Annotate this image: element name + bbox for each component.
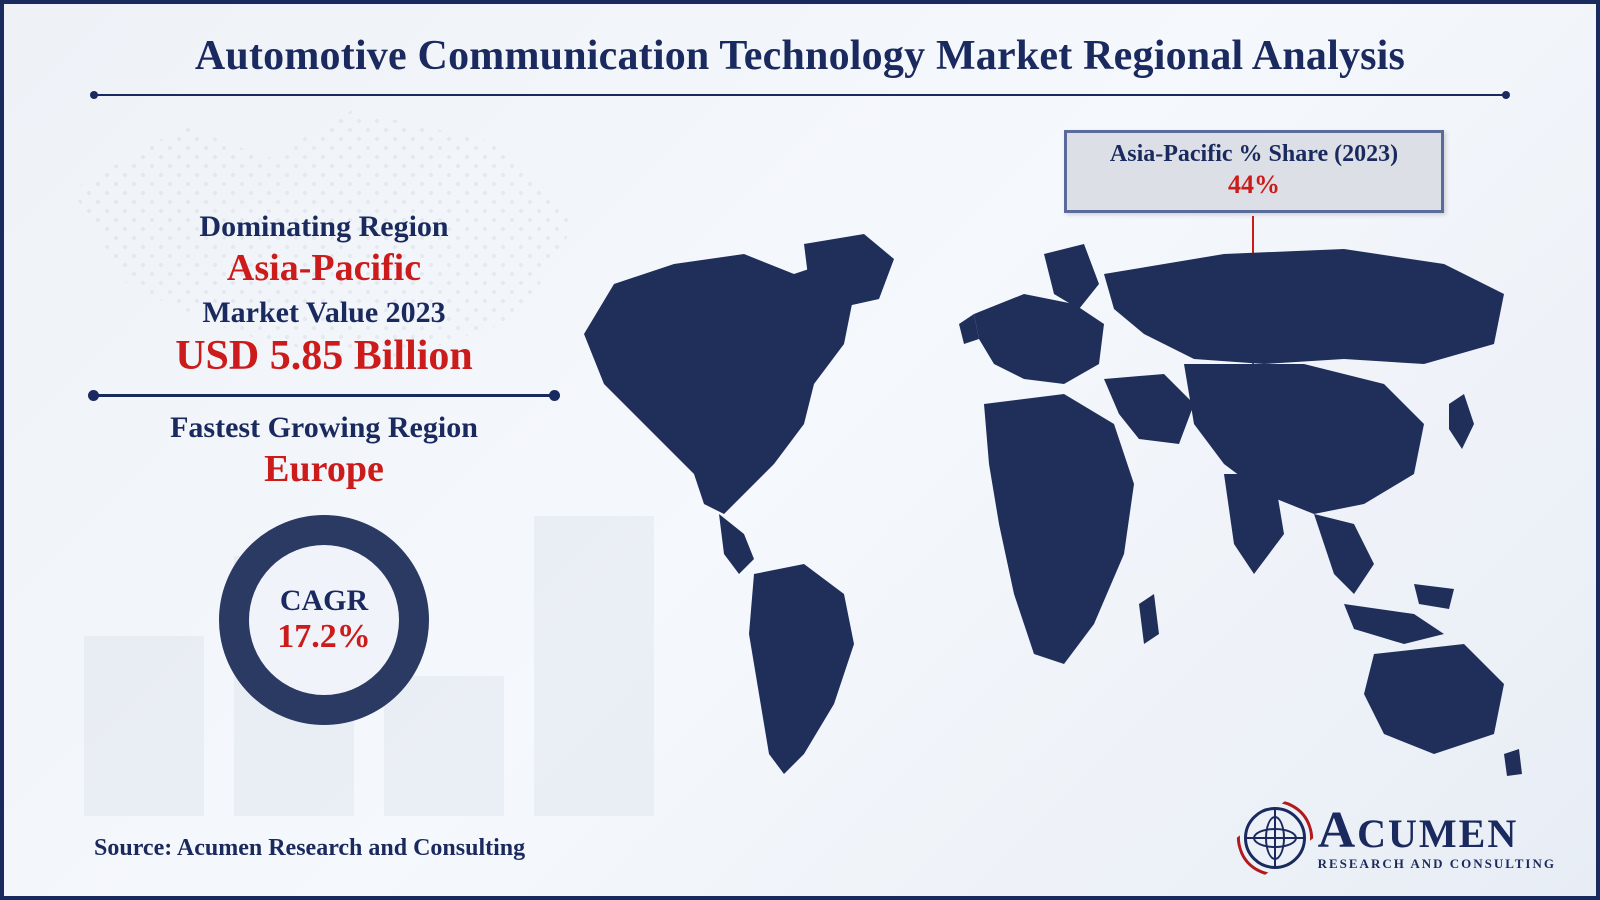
market-value-label: Market Value 2023	[64, 296, 584, 330]
title-divider	[94, 94, 1506, 96]
fastest-region-value: Europe	[64, 447, 584, 491]
fastest-region-label: Fastest Growing Region	[64, 411, 584, 445]
dominating-region-label: Dominating Region	[64, 210, 584, 244]
market-value: USD 5.85 Billion	[64, 332, 584, 380]
infographic-frame: Automotive Communication Technology Mark…	[0, 0, 1600, 900]
stats-divider	[94, 394, 554, 397]
logo-tagline: RESEARCH AND CONSULTING	[1318, 857, 1556, 870]
callout-title: Asia-Pacific % Share (2023)	[1079, 141, 1429, 168]
logo-text: ACUMEN RESEARCH AND CONSULTING	[1318, 805, 1556, 870]
brand-logo: ACUMEN RESEARCH AND CONSULTING	[1244, 805, 1556, 870]
share-callout: Asia-Pacific % Share (2023) 44%	[1064, 130, 1444, 213]
stats-panel: Dominating Region Asia-Pacific Market Va…	[64, 204, 584, 725]
page-title: Automotive Communication Technology Mark…	[4, 4, 1596, 80]
world-map	[544, 214, 1554, 794]
logo-initial: A	[1318, 802, 1358, 859]
cagr-ring-chart: CAGR 17.2%	[219, 515, 429, 725]
cagr-value: 17.2%	[277, 618, 371, 656]
cagr-label: CAGR	[280, 584, 368, 618]
callout-value: 44%	[1079, 170, 1429, 200]
logo-name-rest: CUMEN	[1357, 811, 1518, 856]
source-attribution: Source: Acumen Research and Consulting	[94, 835, 525, 862]
globe-icon	[1244, 807, 1306, 869]
dominating-region-value: Asia-Pacific	[64, 246, 584, 290]
